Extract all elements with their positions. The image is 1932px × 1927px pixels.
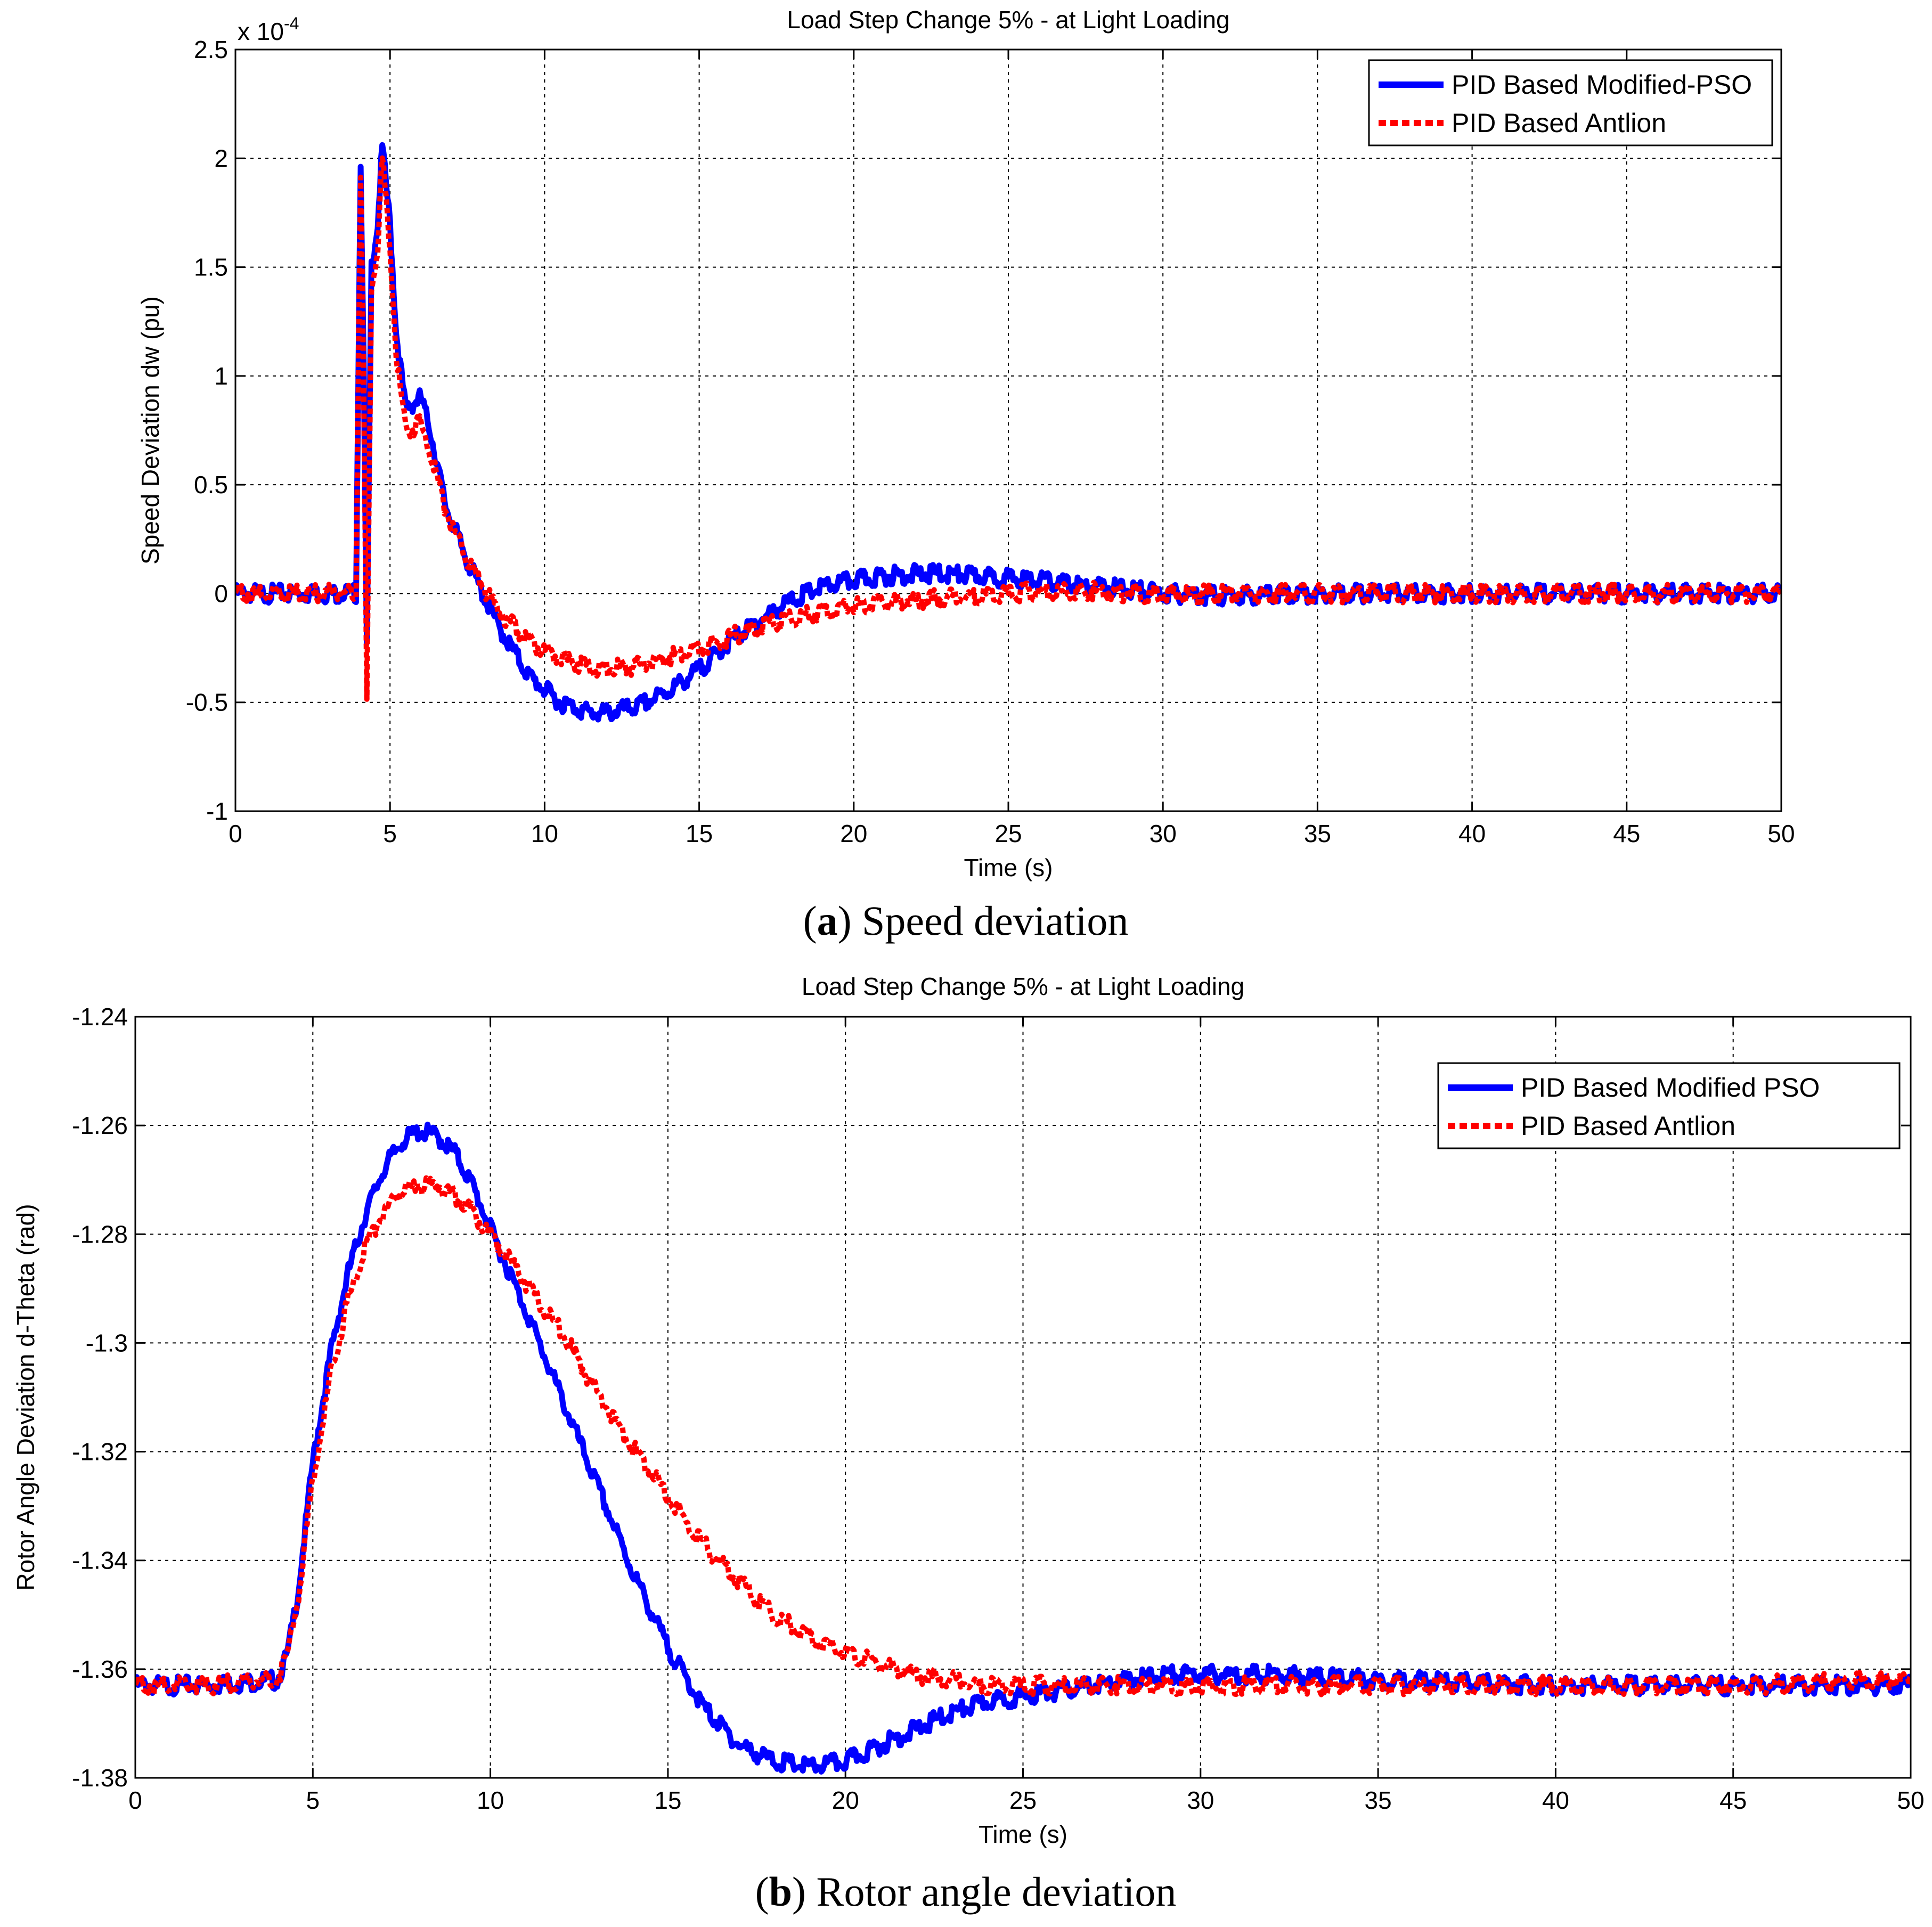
- y-tick-label: -1.34: [72, 1547, 128, 1574]
- caption-a: (a) Speed deviation: [803, 897, 1129, 944]
- y-tick-label: -1.36: [72, 1655, 128, 1683]
- x-tick-label: 0: [229, 820, 242, 847]
- y-tick-label: -1.24: [72, 1003, 128, 1031]
- plot-frame: [234, 48, 1782, 812]
- legend-label: PID Based Antlion: [1521, 1111, 1735, 1141]
- y-tick-label: -1.3: [86, 1329, 128, 1357]
- x-tick-label: 0: [128, 1786, 142, 1814]
- x-tick-label: 5: [306, 1786, 320, 1814]
- legend-box: [1437, 1062, 1901, 1149]
- y-tick-label: -1.28: [72, 1220, 128, 1248]
- legend-label: PID Based Modified PSO: [1521, 1073, 1820, 1103]
- x-tick-label: 15: [686, 820, 713, 847]
- y-tick-label: -1.38: [72, 1764, 128, 1792]
- x-axis-label: Time (s): [979, 1820, 1067, 1848]
- x-tick-label: 50: [1897, 1786, 1924, 1814]
- y-tick-label: -1: [206, 797, 228, 825]
- caption-b: (b) Rotor angle deviation: [755, 1868, 1177, 1915]
- legend-label: PID Based Modified-PSO: [1452, 70, 1752, 100]
- y-tick-label: 2.5: [194, 36, 228, 63]
- x-tick-label: 25: [1009, 1786, 1037, 1814]
- legend-box: [1368, 59, 1773, 146]
- x-tick-label: 25: [994, 820, 1022, 847]
- x-tick-label: 30: [1187, 1786, 1214, 1814]
- x-tick-label: 40: [1458, 820, 1486, 847]
- y-tick-label: 2: [214, 144, 228, 172]
- legend: PID Based Modified-PSO PID Based Antlion: [1368, 59, 1773, 146]
- y-axis-label: Rotor Angle Deviation d-Theta (rad): [12, 1204, 39, 1590]
- x-tick-label: 20: [840, 820, 867, 847]
- y-tick-label: 0.5: [194, 471, 228, 499]
- y-tick-label: 1: [214, 362, 228, 390]
- chart-title: Load Step Change 5% - at Light Loading: [787, 6, 1229, 34]
- x-tick-label: 45: [1719, 1786, 1747, 1814]
- series-line-antlion: [135, 1175, 1911, 1697]
- x-tick-label: 10: [477, 1786, 504, 1814]
- x-tick-label: 5: [383, 820, 397, 847]
- series-line-antlion: [235, 155, 1781, 702]
- legend: PID Based Modified PSO PID Based Antlion: [1437, 1062, 1901, 1149]
- y-tick-label: 1.5: [194, 254, 228, 281]
- x-tick-label: 10: [531, 820, 558, 847]
- y-tick-label: -0.5: [186, 689, 228, 716]
- chart-title: Load Step Change 5% - at Light Loading: [802, 973, 1244, 1000]
- x-tick-label: 30: [1150, 820, 1177, 847]
- x-tick-label: 50: [1767, 820, 1795, 847]
- y-tick-label: -1.32: [72, 1438, 128, 1466]
- plot-frame: [134, 1016, 1912, 1779]
- rotor-angle-deviation-chart: 0 5 10 15 20 25 30 35 40 45 50 -1.38 -1.36 -1.34 -1.32…: [12, 973, 1925, 1848]
- speed-deviation-chart: 0 5 10 15 20 25 30 35 40 45 50 -1 -0.5 0 0.5 1 1.5 2 2.5 Lo…: [136, 6, 1795, 881]
- y-axis-label: Speed Deviation dw (pu): [136, 296, 164, 565]
- x-tick-label: 20: [832, 1786, 859, 1814]
- y-tick-label: 0: [214, 579, 228, 607]
- y-tick-label: -1.26: [72, 1112, 128, 1139]
- x-tick-label: 40: [1542, 1786, 1569, 1814]
- x-tick-label: 45: [1613, 820, 1640, 847]
- x-tick-label: 35: [1365, 1786, 1392, 1814]
- x-axis-label: Time (s): [964, 854, 1053, 881]
- x-tick-label: 15: [654, 1786, 681, 1814]
- x-tick-label: 35: [1304, 820, 1331, 847]
- y-multiplier: x 10-4: [238, 14, 299, 45]
- legend-label: PID Based Antlion: [1452, 108, 1666, 138]
